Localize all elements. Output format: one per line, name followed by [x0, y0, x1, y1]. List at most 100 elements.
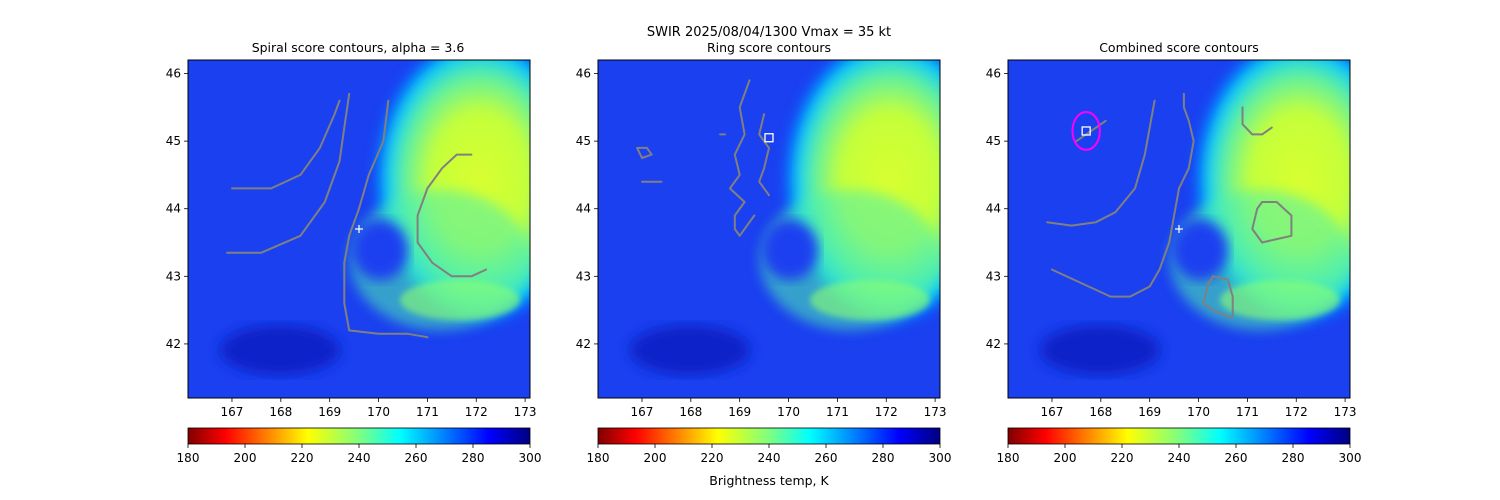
y-tick-label: 43	[986, 269, 1001, 283]
contour-line	[728, 79, 756, 237]
satellite-image	[188, 60, 530, 398]
y-tick-label: 44	[986, 202, 1001, 216]
colorbar-tick-label: 260	[405, 451, 428, 465]
contour-line	[226, 92, 351, 254]
colorbar-tick-label: 260	[1225, 451, 1248, 465]
x-tick-label: 171	[416, 405, 439, 419]
markers	[355, 225, 363, 233]
colorbar: 180 200 220 240 260 280 300	[587, 427, 952, 465]
x-tick-label: 172	[465, 405, 488, 419]
colorbar-tick-label: 300	[1339, 451, 1362, 465]
contour-lines	[1046, 92, 1293, 318]
y-tick-label: 44	[166, 202, 181, 216]
x-tick-label: 168	[269, 405, 292, 419]
colorbar-tick-label: 240	[1168, 451, 1191, 465]
contour-line	[1051, 187, 1180, 298]
figure-suptitle: SWIR 2025/08/04/1300 Vmax = 35 kt	[647, 25, 891, 40]
x-axis-ticks: 167 168 169 170 171 172 173	[1041, 398, 1357, 419]
colorbar-tick-label: 220	[291, 451, 314, 465]
plot-area-frame	[187, 59, 531, 399]
colorbar-label: Brightness temp, K	[709, 473, 829, 488]
colorbar-tick-label: 180	[177, 451, 200, 465]
x-axis-ticks: 167 168 169 170 171 172 173	[221, 398, 537, 419]
contour-line	[1251, 201, 1293, 244]
colorbar-tick-label: 240	[758, 451, 781, 465]
colorbar-gradient	[1007, 427, 1351, 445]
y-tick-label: 42	[576, 337, 591, 351]
x-tick-label: 173	[1334, 405, 1357, 419]
colorbar-tick-label: 200	[234, 451, 257, 465]
center-plus-marker	[355, 225, 363, 233]
square-marker	[764, 133, 774, 143]
colorbar-tick-label: 280	[462, 451, 485, 465]
panel-title: Spiral score contours, alpha = 3.6	[252, 40, 465, 55]
ring-fit-circle	[1071, 111, 1101, 151]
x-tick-label: 170	[777, 405, 800, 419]
y-tick-label: 45	[576, 134, 591, 148]
y-tick-label: 45	[986, 134, 1001, 148]
markers	[1071, 111, 1183, 233]
contour-line	[758, 113, 770, 197]
x-tick-label: 167	[1041, 405, 1064, 419]
y-axis-ticks: 42 43 44 45 46	[986, 67, 1008, 351]
y-tick-label: 42	[166, 337, 181, 351]
x-axis-ticks: 167 168 169 170 171 172 173	[631, 398, 947, 419]
colorbar-tick-label: 180	[997, 451, 1020, 465]
colorbar: 180 200 220 240 260 280 300	[177, 427, 542, 465]
colorbar-tick-label: 200	[644, 451, 667, 465]
x-tick-label: 170	[1187, 405, 1210, 419]
panel-ring: Ring score contours 167 168 169 170 171 172 17…	[576, 40, 952, 488]
colorbar: 180 200 220 240 260 280 300	[997, 427, 1362, 465]
panel-combined: Combined score contours 167 168 169 170 171 1…	[986, 40, 1362, 465]
y-axis-ticks: 42 43 44 45 46	[166, 67, 188, 351]
x-tick-label: 168	[1089, 405, 1112, 419]
plot-area-frame	[597, 59, 941, 399]
y-tick-label: 46	[166, 67, 181, 81]
colorbar-tick-label: 280	[872, 451, 895, 465]
colorbar-gradient	[187, 427, 531, 445]
contour-lines	[636, 79, 770, 237]
x-tick-label: 169	[1138, 405, 1161, 419]
contour-line	[636, 146, 653, 159]
plot-area-frame	[1007, 59, 1351, 399]
x-tick-label: 167	[631, 405, 654, 419]
y-tick-label: 45	[166, 134, 181, 148]
colorbar-tick-label: 220	[1111, 451, 1134, 465]
x-tick-label: 170	[367, 405, 390, 419]
x-tick-label: 169	[318, 405, 341, 419]
y-tick-label: 46	[986, 67, 1001, 81]
contour-line	[1046, 99, 1156, 227]
colorbar-tick-label: 300	[519, 451, 542, 465]
y-axis-ticks: 42 43 44 45 46	[576, 67, 598, 351]
center-plus-marker	[1175, 225, 1183, 233]
y-tick-label: 43	[166, 269, 181, 283]
contour-line	[231, 99, 341, 190]
x-tick-label: 171	[826, 405, 849, 419]
contour-line	[1241, 106, 1273, 136]
colorbar-tick-label: 200	[1054, 451, 1077, 465]
satellite-image	[598, 60, 940, 398]
x-tick-label: 173	[924, 405, 947, 419]
contour-line	[416, 153, 487, 278]
panel-spiral: Spiral score contours, alpha = 3.6 167 16…	[166, 40, 542, 465]
x-tick-label: 172	[875, 405, 898, 419]
colorbar-tick-label: 240	[348, 451, 371, 465]
colorbar-tick-label: 300	[929, 451, 952, 465]
colorbar-tick-label: 220	[701, 451, 724, 465]
colorbar-tick-label: 260	[815, 451, 838, 465]
y-tick-label: 42	[986, 337, 1001, 351]
contour-line	[1075, 119, 1107, 143]
y-tick-label: 46	[576, 67, 591, 81]
x-tick-label: 172	[1285, 405, 1308, 419]
contour-line	[1202, 275, 1234, 318]
x-tick-label: 167	[221, 405, 244, 419]
x-tick-label: 173	[514, 405, 537, 419]
square-marker	[1081, 126, 1091, 136]
markers	[764, 133, 774, 143]
panel-title: Combined score contours	[1099, 40, 1259, 55]
panel-title: Ring score contours	[707, 40, 831, 55]
contour-line	[343, 99, 429, 339]
contour-line	[1178, 92, 1195, 190]
x-tick-label: 171	[1236, 405, 1259, 419]
